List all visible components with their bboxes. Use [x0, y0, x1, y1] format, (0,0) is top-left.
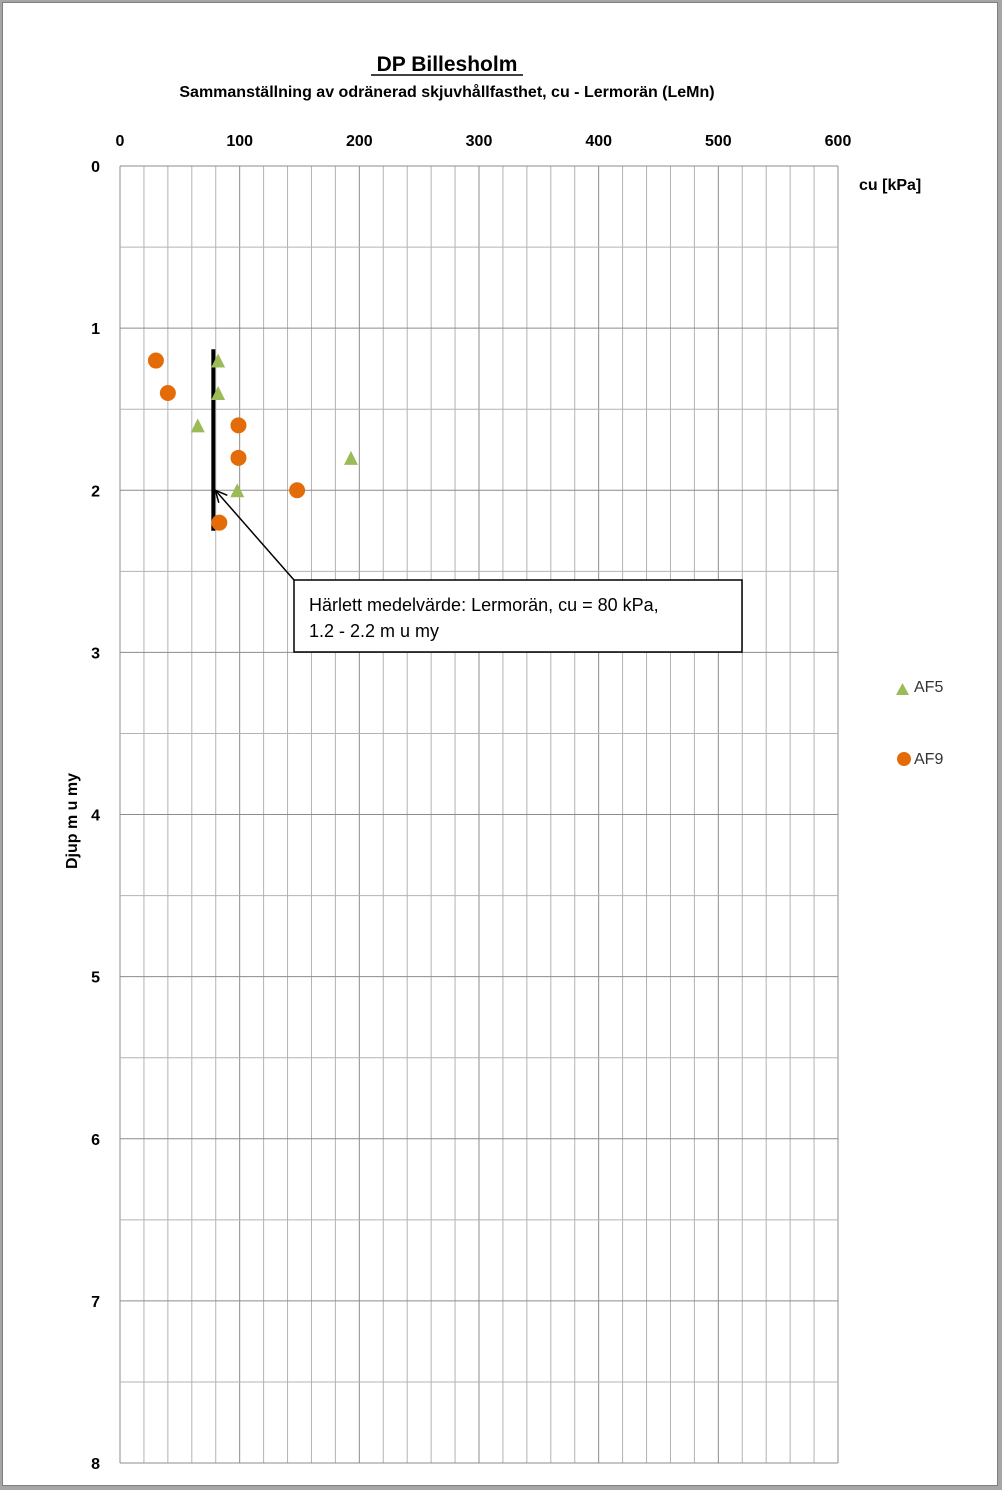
data-point-af5 — [343, 450, 358, 465]
data-point-af9 — [159, 384, 176, 401]
data-point-af5 — [190, 418, 205, 433]
y-axis-label: Djup m u my — [64, 773, 81, 869]
x-tick-label: 600 — [825, 133, 852, 150]
y-tick-label: 4 — [91, 808, 100, 825]
chart-title: DP Billesholm — [377, 53, 518, 76]
annotation-arrowhead — [214, 488, 228, 503]
chart-subtitle: Sammanställning av odränerad skjuvhållfa… — [179, 83, 714, 101]
x-tick-label: 300 — [466, 133, 493, 150]
chart-svg: DP Billesholm Sammanställning av odräner… — [64, 53, 973, 1473]
x-tick-label: 400 — [585, 133, 612, 150]
y-tick-label: 7 — [91, 1294, 100, 1311]
legend-marker-af9 — [897, 752, 911, 766]
y-tick-label: 6 — [91, 1132, 100, 1149]
data-point-af9 — [230, 449, 247, 466]
legend-label-af5: AF5 — [914, 679, 943, 696]
data-point-af9 — [211, 514, 228, 531]
annotation: Härlett medelvärde: Lermorän, cu = 80 kP… — [293, 579, 743, 653]
data-points — [147, 352, 358, 531]
data-point-af5 — [211, 385, 226, 400]
annotation-line-1: Härlett medelvärde: Lermorän, cu = 80 kP… — [309, 595, 659, 615]
mean-line-group — [211, 349, 295, 581]
y-tick-label: 2 — [91, 483, 100, 500]
y-tick-label: 1 — [91, 321, 100, 338]
y-tick-label: 3 — [91, 645, 100, 662]
annotation-arrow — [214, 489, 295, 581]
y-tick-label: 5 — [91, 970, 100, 987]
annotation-box — [293, 579, 743, 653]
x-tick-label: 100 — [226, 133, 253, 150]
data-point-af9 — [147, 352, 164, 369]
x-axis-label: cu [kPa] — [859, 177, 921, 194]
legend-box — [867, 650, 973, 795]
x-tick-label: 200 — [346, 133, 373, 150]
x-tick-labels: 0 100 200 300 400 500 600 — [116, 133, 852, 150]
legend-marker-af5 — [896, 683, 909, 695]
x-tick-label: 0 — [116, 133, 125, 150]
plot-grid — [119, 165, 839, 1464]
legend-label-af9: AF9 — [914, 751, 943, 768]
x-tick-label: 500 — [705, 133, 732, 150]
y-tick-labels: 0 1 2 3 4 5 6 7 8 — [91, 159, 100, 1473]
y-tick-label: 8 — [91, 1456, 100, 1473]
data-point-af9 — [289, 482, 306, 499]
data-point-af5 — [211, 353, 226, 368]
y-tick-label: 0 — [91, 159, 100, 176]
data-point-af9 — [230, 417, 247, 434]
data-point-af5 — [230, 483, 245, 498]
legend: AF5 AF9 — [867, 650, 973, 795]
annotation-line-2: 1.2 - 2.2 m u my — [309, 621, 439, 641]
